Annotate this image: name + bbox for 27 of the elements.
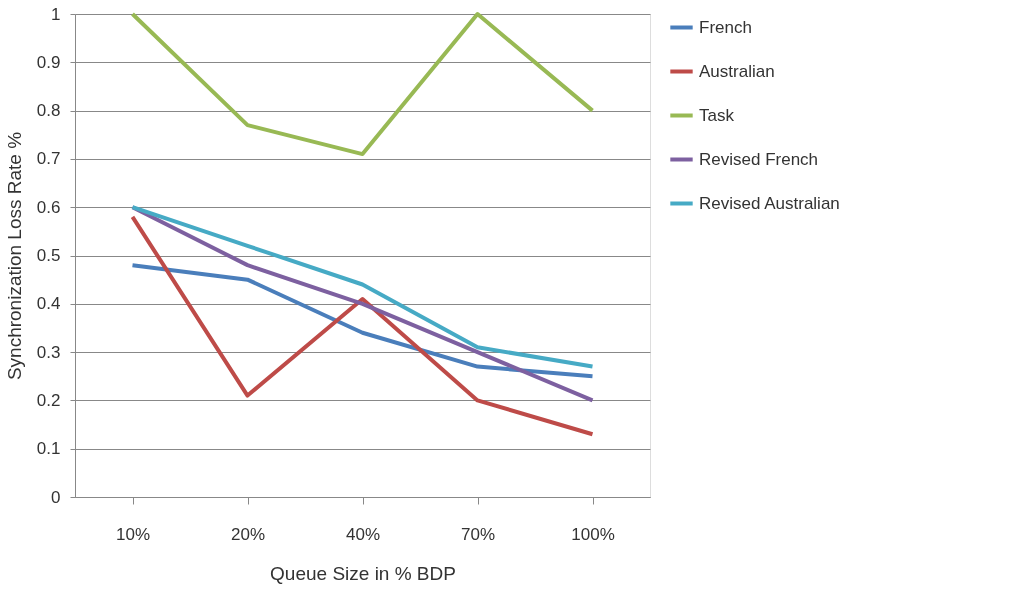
y-tick-label: 0 bbox=[51, 487, 61, 507]
y-tick-label: 0.3 bbox=[36, 342, 61, 362]
y-tick-label: 0.8 bbox=[36, 101, 61, 121]
x-tick-label: 40% bbox=[345, 524, 381, 544]
y-tick-label: 0.2 bbox=[36, 390, 61, 410]
y-tick-label: 1 bbox=[51, 4, 61, 24]
legend-label: Task bbox=[699, 105, 735, 125]
y-tick-label: 0.5 bbox=[36, 246, 61, 265]
y-tick-label: 0.7 bbox=[36, 149, 61, 169]
legend-label: Australian bbox=[699, 61, 775, 81]
x-tick-label: 20% bbox=[230, 524, 266, 544]
legend-label: Revised French bbox=[699, 149, 819, 169]
y-tick-label: 0.1 bbox=[36, 439, 61, 459]
line-series bbox=[130, 263, 595, 379]
x-tick-label: 100% bbox=[571, 524, 615, 544]
legend-label: Revised Australian bbox=[699, 193, 840, 213]
x-tick-label: 10% bbox=[115, 524, 151, 544]
legend-label: French bbox=[699, 17, 752, 37]
line-series bbox=[130, 205, 595, 369]
y-tick-label: 0.4 bbox=[36, 294, 61, 314]
y-tick-label: 0.6 bbox=[36, 197, 61, 217]
line-series bbox=[130, 12, 595, 157]
x-tick-label: 70% bbox=[460, 524, 496, 544]
line-series bbox=[130, 214, 595, 437]
y-axis-title: Synchronization Loss Rate % bbox=[3, 131, 25, 381]
y-tick-label: 0.9 bbox=[36, 52, 61, 72]
x-axis-title: Queue Size in % BDP bbox=[270, 562, 456, 584]
